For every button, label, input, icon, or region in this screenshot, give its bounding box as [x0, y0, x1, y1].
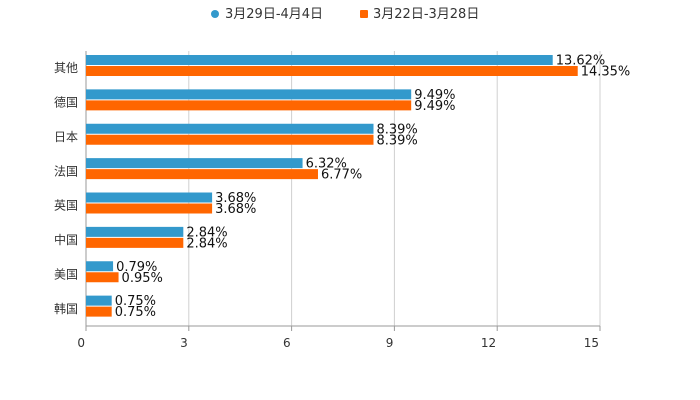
data-label: 8.39% [376, 133, 417, 148]
legend: 3月29日-4月4日 3月22日-3月28日 [211, 7, 479, 22]
data-label: 3.68% [215, 191, 256, 206]
bar-series-2[interactable] [86, 306, 112, 317]
bar-series-2[interactable] [86, 203, 213, 214]
bar-series-1[interactable] [86, 123, 374, 134]
legend-marker-series-1 [211, 10, 219, 18]
x-tick-label: 15 [584, 336, 599, 350]
category-label: 英国 [54, 199, 78, 213]
bar-series-1[interactable] [86, 261, 114, 272]
bar-series-2[interactable] [86, 237, 184, 248]
legend-marker-series-2 [360, 10, 368, 18]
data-label: 8.39% [376, 122, 417, 137]
category-label: 日本 [54, 130, 78, 144]
category-label: 德国 [54, 95, 78, 110]
data-label: 6.32% [306, 157, 347, 172]
x-tick-label: 6 [283, 336, 291, 350]
data-label: 13.62% [556, 54, 606, 69]
bar-series-1[interactable] [86, 226, 184, 237]
legend-label-series-1[interactable]: 3月29日-4月4日 [225, 7, 323, 22]
bar-series-2[interactable] [86, 169, 318, 180]
bar-series-2[interactable] [86, 66, 578, 76]
value-labels: 13.62%14.35% 9.49%9.49% 8.39%8.39% 6.32%6.7… [115, 54, 631, 321]
data-label: 9.49% [414, 99, 455, 114]
legend-label-series-2[interactable]: 3月22日-3月28日 [373, 7, 479, 22]
data-label: 0.75% [115, 305, 156, 320]
value-axis: 0 3 6 9 12 15 [77, 325, 601, 350]
category-label: 美国 [54, 267, 78, 281]
bar-series-2[interactable] [86, 100, 412, 111]
bar-series-1[interactable] [86, 55, 553, 65]
data-label: 9.49% [414, 88, 455, 103]
x-tick-label: 12 [481, 336, 496, 350]
bar-series-1[interactable] [86, 295, 112, 306]
bar-series-1[interactable] [86, 89, 412, 100]
data-label: 0.79% [116, 260, 157, 275]
bar-series-2[interactable] [86, 272, 119, 283]
x-tick-label: 3 [180, 336, 188, 350]
x-tick-label: 9 [386, 336, 394, 350]
data-label: 6.77% [321, 168, 362, 183]
category-label: 中国 [54, 232, 78, 247]
x-tick-label: 0 [77, 336, 85, 350]
bars [86, 55, 578, 317]
category-label: 韩国 [54, 301, 78, 316]
data-label: 2.84% [186, 236, 227, 251]
data-label: 0.95% [122, 271, 163, 286]
category-label: 其他 [54, 61, 78, 75]
category-label: 法国 [54, 164, 78, 178]
data-label: 14.35% [581, 65, 631, 80]
bar-series-2[interactable] [86, 134, 374, 145]
bar-series-1[interactable] [86, 158, 303, 169]
data-label: 2.84% [186, 225, 227, 240]
bar-series-1[interactable] [86, 192, 213, 203]
data-label: 3.68% [215, 202, 256, 217]
data-label: 0.75% [115, 294, 156, 309]
